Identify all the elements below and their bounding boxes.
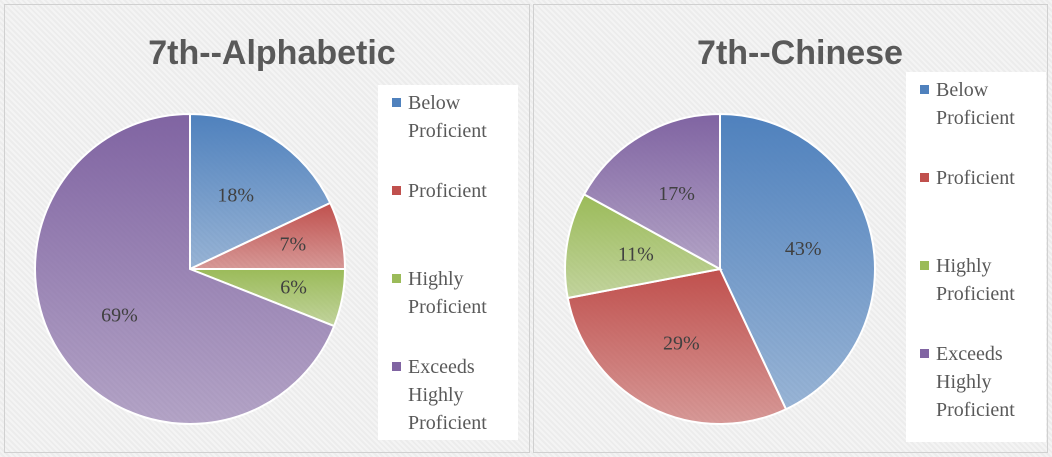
legend-label: Below Proficient [936, 79, 1015, 129]
chart-panel [533, 4, 1048, 453]
pie-slice [564, 192, 723, 300]
data-label: 11% [618, 243, 654, 265]
data-label: 43% [785, 238, 822, 260]
legend-item: Below Proficient [392, 89, 526, 145]
legend-swatch [392, 274, 401, 283]
legend-label: Proficient [936, 167, 1015, 189]
legend: Below Proficient Proficient Highly Profici… [906, 72, 1046, 442]
legend-label: Highly Proficient [936, 255, 1015, 305]
legend-swatch [392, 362, 401, 371]
pie-slice [719, 112, 876, 411]
pie-slice [582, 112, 721, 271]
legend-item: Exceeds Highly Proficient [920, 340, 1052, 424]
legend-item: Proficient [920, 164, 1052, 192]
data-label: 6% [280, 276, 307, 298]
legend-swatch [920, 261, 929, 270]
legend-swatch [392, 186, 401, 195]
legend-item: Highly Proficient [392, 265, 526, 321]
chart-title: 7th--Alphabetic [148, 34, 395, 72]
legend: Below Proficient Proficient Highly Profici… [378, 85, 518, 440]
legend-label: Exceeds Highly Proficient [936, 343, 1015, 421]
data-label: 18% [217, 185, 254, 207]
data-label: 17% [658, 183, 695, 205]
legend-item: Highly Proficient [920, 252, 1052, 308]
legend-label: Highly Proficient [408, 268, 487, 318]
legend-label: Below Proficient [408, 92, 487, 142]
legend-swatch [920, 173, 929, 182]
legend-label: Exceeds Highly Proficient [408, 356, 487, 434]
chart-panel [4, 4, 530, 453]
legend-swatch [920, 349, 929, 358]
legend-swatch [392, 98, 401, 107]
data-label: 29% [663, 333, 700, 355]
pie-slice [34, 112, 336, 425]
legend-item: Exceeds Highly Proficient [392, 353, 526, 437]
legend-item: Proficient [392, 177, 526, 205]
chart-title: 7th--Chinese [697, 34, 903, 72]
legend-item: Below Proficient [920, 76, 1052, 132]
pie-slice [566, 267, 788, 425]
data-label: 69% [101, 305, 138, 327]
legend-swatch [920, 85, 929, 94]
data-label: 7% [280, 234, 307, 256]
legend-label: Proficient [408, 180, 487, 202]
pie-slice [189, 112, 332, 271]
